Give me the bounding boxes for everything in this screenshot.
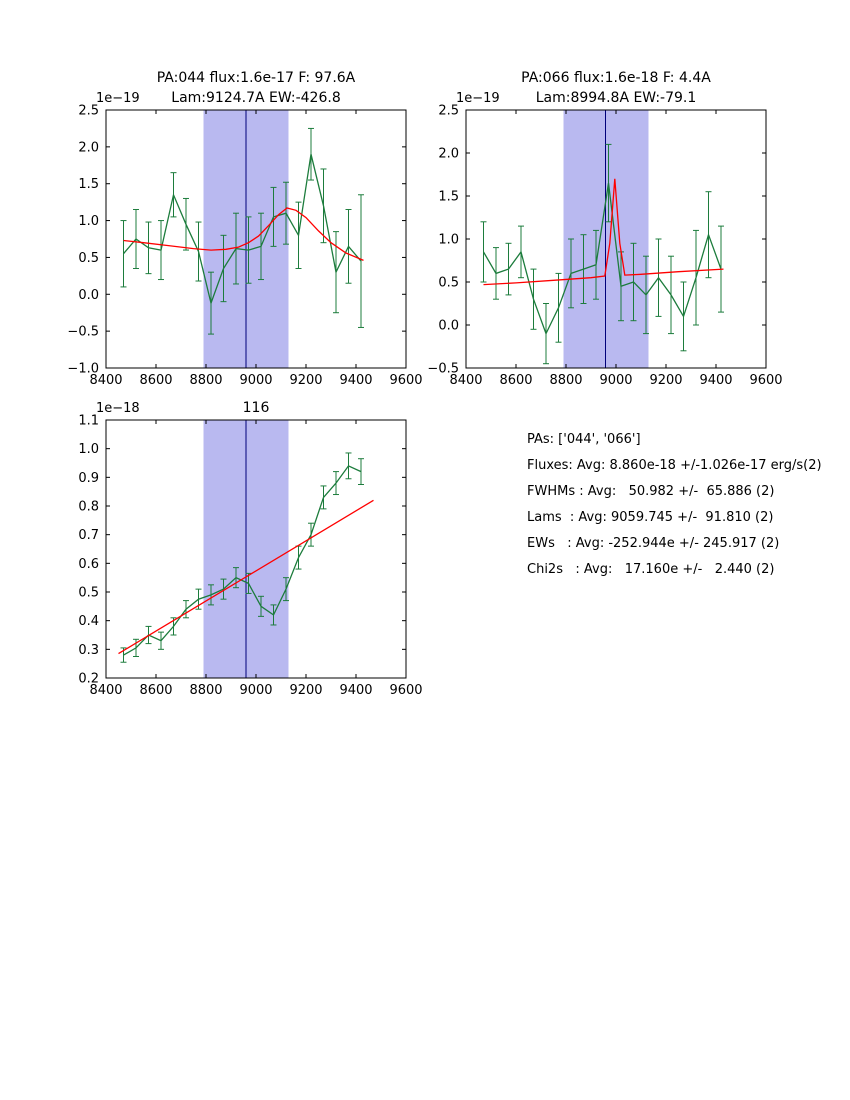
svg-text:8600: 8600	[139, 373, 172, 388]
svg-text:−0.5: −0.5	[67, 325, 99, 340]
svg-text:1e−18: 1e−18	[96, 401, 140, 416]
summary-stats: PAs: ['044', '066'] Fluxes: Avg: 8.860e-…	[527, 427, 822, 583]
plot-aperture-116: 8400 8600 8800 9000 9200 9400 9600 0.2 0.3 0.4 0.5…	[78, 400, 422, 698]
svg-text:8800: 8800	[549, 373, 582, 388]
svg-text:2.0: 2.0	[438, 147, 459, 162]
svg-text:PA:066 flux:1.6e-18 F: 4.4A: PA:066 flux:1.6e-18 F: 4.4A	[521, 70, 711, 86]
svg-text:9000: 9000	[599, 373, 632, 388]
svg-text:8800: 8800	[189, 373, 222, 388]
svg-text:0.5: 0.5	[78, 586, 99, 601]
svg-text:9000: 9000	[239, 373, 272, 388]
svg-text:9200: 9200	[289, 683, 322, 698]
svg-text:9000: 9000	[239, 683, 272, 698]
svg-text:0.5: 0.5	[78, 251, 99, 266]
svg-text:1.5: 1.5	[78, 177, 99, 192]
svg-text:PA:044 flux:1.6e-17 F: 97.6A: PA:044 flux:1.6e-17 F: 97.6A	[157, 70, 356, 86]
svg-text:0.2: 0.2	[78, 672, 99, 687]
svg-text:2.5: 2.5	[438, 104, 459, 119]
svg-text:9400: 9400	[339, 373, 372, 388]
svg-text:9600: 9600	[749, 373, 782, 388]
summary-line-fluxes: Fluxes: Avg: 8.860e-18 +/-1.026e-17 erg/…	[527, 458, 822, 473]
svg-text:116: 116	[243, 400, 270, 416]
svg-text:9200: 9200	[289, 373, 322, 388]
svg-text:0.9: 0.9	[78, 471, 99, 486]
svg-text:1e−19: 1e−19	[96, 91, 140, 106]
plot-pa066-spectrum: 8400 8600 8800 9000 9200 9400 9600 −0.5 0.0 0.5 1.…	[427, 70, 782, 388]
summary-line-chi2s: Chi2s : Avg: 17.160e +/- 2.440 (2)	[527, 562, 775, 577]
svg-text:Lam:8994.8A EW:-79.1: Lam:8994.8A EW:-79.1	[536, 90, 697, 106]
svg-text:0.6: 0.6	[78, 557, 99, 572]
svg-text:−1.0: −1.0	[67, 362, 99, 377]
svg-text:−0.5: −0.5	[427, 362, 459, 377]
svg-text:Lam:9124.7A EW:-426.8: Lam:9124.7A EW:-426.8	[171, 90, 340, 106]
svg-text:0.8: 0.8	[78, 500, 99, 515]
svg-text:1.0: 1.0	[78, 442, 99, 457]
svg-text:1e−19: 1e−19	[456, 91, 500, 106]
svg-text:1.0: 1.0	[438, 233, 459, 248]
summary-line-lams: Lams : Avg: 9059.745 +/- 91.810 (2)	[527, 510, 774, 525]
svg-text:9600: 9600	[389, 683, 422, 698]
svg-text:1.1: 1.1	[78, 414, 99, 429]
svg-text:8600: 8600	[499, 373, 532, 388]
summary-line-pas: PAs: ['044', '066']	[527, 432, 641, 447]
svg-text:2.0: 2.0	[78, 140, 99, 155]
svg-text:0.0: 0.0	[78, 288, 99, 303]
svg-text:8400: 8400	[89, 683, 122, 698]
svg-text:8800: 8800	[189, 683, 222, 698]
summary-line-fwhms: FWHMs : Avg: 50.982 +/- 65.886 (2)	[527, 484, 775, 499]
svg-text:9400: 9400	[699, 373, 732, 388]
svg-text:1.5: 1.5	[438, 190, 459, 205]
svg-text:9400: 9400	[339, 683, 372, 698]
svg-text:1.0: 1.0	[78, 214, 99, 229]
svg-text:0.0: 0.0	[438, 319, 459, 334]
svg-text:8400: 8400	[449, 373, 482, 388]
svg-text:2.5: 2.5	[78, 104, 99, 119]
svg-text:0.7: 0.7	[78, 528, 99, 543]
svg-text:0.4: 0.4	[78, 614, 99, 629]
svg-text:0.5: 0.5	[438, 276, 459, 291]
plot-pa044-spectrum: 8400 8600 8800 9000 9200 9400 9600 −1.0 −0.5 0.0 0…	[67, 70, 422, 388]
svg-text:9600: 9600	[389, 373, 422, 388]
svg-text:8600: 8600	[139, 683, 172, 698]
svg-text:0.3: 0.3	[78, 643, 99, 658]
summary-line-ews: EWs : Avg: -252.944e +/- 245.917 (2)	[527, 536, 780, 551]
svg-text:9200: 9200	[649, 373, 682, 388]
svg-text:8400: 8400	[89, 373, 122, 388]
